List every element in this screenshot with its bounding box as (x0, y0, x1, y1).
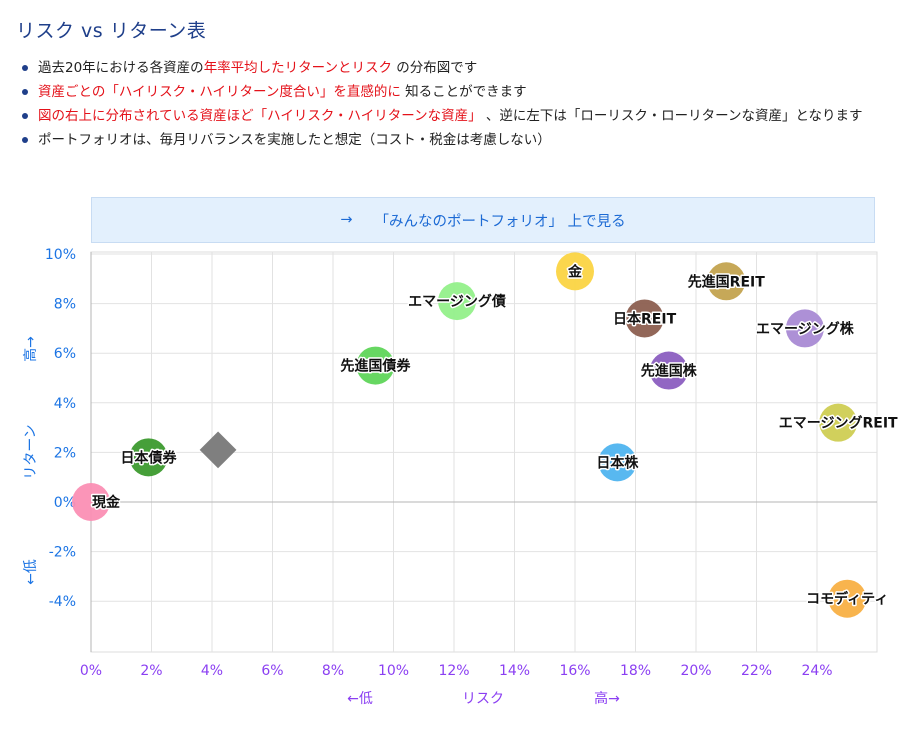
page-title: リスク vs リターン表 (16, 20, 207, 42)
x-tick-label: 20% (680, 663, 711, 679)
description-item: 図の右上に分布されている資産ほど「ハイリスク・ハイリターンな資産」 、逆に左下は… (20, 105, 888, 127)
data-point-label: 先進国債券 (340, 358, 411, 375)
data-point-label: 先進国株 (641, 363, 698, 380)
data-point-label: 日本債券 (120, 449, 177, 466)
description-item: 過去20年における各資産の年率平均したリターンとリスク の分布図です (20, 57, 888, 79)
view-portfolio-link-label: 「みんなのポートフォリオ」 上で見る (374, 213, 626, 230)
data-point-label: 先進国REIT (688, 273, 766, 290)
x-axis-label: 高→ (594, 690, 620, 707)
view-portfolio-link[interactable]: → 「みんなのポートフォリオ」 上で見る (91, 197, 875, 243)
description-item: ポートフォリオは、毎月リバランスを実施したと想定（コスト・税金は考慮しない） (20, 129, 888, 151)
x-tick-label: 6% (261, 663, 283, 679)
data-point[interactable] (828, 579, 867, 618)
x-axis-label: リスク (462, 691, 504, 707)
x-tick-label: 2% (140, 663, 162, 679)
data-point-label: 金 (567, 263, 583, 280)
description-text: 、逆に左下は「ローリスク・ローリターンな資産」となります (481, 108, 863, 124)
description-text: 図の右上に分布されている資産ほど「ハイリスク・ハイリターンな資産」 (38, 108, 482, 124)
data-point[interactable] (72, 483, 110, 521)
y-tick-label: 10% (45, 247, 76, 263)
y-tick-label: 6% (54, 346, 76, 362)
y-tick-label: 2% (54, 445, 76, 461)
x-tick-label: 12% (438, 663, 469, 679)
data-point[interactable] (556, 252, 594, 291)
data-point[interactable] (649, 351, 688, 390)
data-point-label: 日本REIT (613, 310, 677, 327)
x-tick-label: 18% (620, 663, 651, 679)
x-axis-label: ←低 (347, 691, 373, 707)
data-point[interactable] (438, 282, 477, 321)
y-tick-label: 4% (54, 396, 76, 412)
data-point-label: コモディティ (806, 591, 888, 608)
y-tick-label: -4% (49, 594, 76, 610)
data-point[interactable] (625, 299, 664, 338)
description-text: 知ることができます (400, 84, 527, 100)
x-tick-label: 14% (499, 663, 530, 679)
description-item: 資産ごとの「ハイリスク・ハイリターン度合い」を直感的に 知ることができます (20, 81, 888, 103)
data-point[interactable] (707, 262, 746, 301)
risk-return-scatter-chart: 10% 8% 6% 4% 2% 0% -2% -4% 0% 2% 4% 6% 8% 10% 12% 14% 16… (22, 247, 900, 707)
y-axis-label: 高→ (22, 336, 39, 362)
x-tick-label: 24% (801, 663, 832, 679)
description-text: 過去20年における各資産の (38, 60, 204, 76)
x-tick-label: 4% (201, 663, 223, 679)
description-text: ポートフォリオは、毎月リバランスを実施したと想定（コスト・税金は考慮しない） (38, 132, 551, 148)
x-tick-label: 10% (378, 663, 409, 679)
data-point-label: 現金 (92, 494, 121, 511)
data-point-label: エマージングREIT (779, 415, 898, 432)
x-tick-label: 0% (80, 663, 102, 679)
data-point[interactable] (819, 403, 858, 442)
y-tick-label: 8% (54, 297, 76, 313)
description-text: 年率平均したリターンとリスク (203, 60, 393, 76)
chart-ticks: 10% 8% 6% 4% 2% 0% -2% -4% 0% 2% 4% 6% 8% 10% 12% 14% 16… (45, 247, 833, 679)
description-list: 過去20年における各資産の年率平均したリターンとリスク の分布図です 資産ごとの「… (20, 57, 888, 153)
data-point-label: 日本株 (596, 454, 639, 471)
y-axis-label: リターン (23, 424, 39, 479)
data-point-label: エマージング債 (408, 293, 506, 310)
arrow-right-icon: → (340, 212, 353, 228)
y-axis-label: ←低 (23, 559, 39, 585)
description-text: の分布図です (392, 60, 478, 76)
data-point[interactable] (785, 309, 824, 348)
x-tick-label: 16% (559, 663, 590, 679)
data-point-label: エマージング株 (756, 320, 855, 337)
data-point[interactable] (356, 346, 395, 385)
x-tick-label: 22% (741, 663, 772, 679)
data-point[interactable] (598, 443, 637, 482)
y-tick-label: -2% (49, 545, 76, 561)
description-text: 資産ごとの「ハイリスク・ハイリターン度合い」を直感的に (38, 84, 401, 100)
portfolio-marker[interactable] (199, 431, 237, 469)
y-tick-label: 0% (54, 495, 76, 511)
x-tick-label: 8% (322, 663, 344, 679)
data-point[interactable] (129, 438, 168, 477)
